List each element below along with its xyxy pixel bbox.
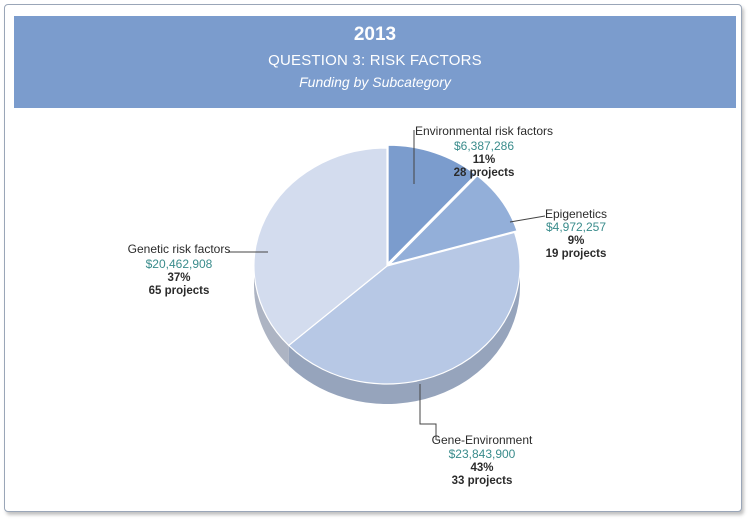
slice-label-name: Environmental risk factors (415, 124, 553, 138)
pie-slice (287, 231, 521, 385)
label-genetic: Genetic risk factors $20,462,908 37% 65 … (128, 242, 231, 297)
chart-header: 2013 QUESTION 3: RISK FACTORS Funding by… (14, 16, 736, 108)
label-epigenetics: Epigenetics $4,972,257 9% 19 projects (545, 207, 607, 260)
pie-side (254, 266, 520, 404)
slice-label-projects: 28 projects (454, 167, 515, 179)
slice-label-percent: 11% (473, 154, 495, 166)
slice-label-name: Gene-Environment (432, 433, 533, 447)
header-subtitle: Funding by Subcategory (299, 74, 451, 90)
slice-label-percent: 43% (470, 462, 493, 474)
slice-label-amount: $20,462,908 (146, 257, 213, 271)
slice-label-name: Epigenetics (545, 207, 607, 221)
slice-label-amount: $23,843,900 (449, 447, 516, 461)
pie-slice (387, 174, 518, 266)
slice-label-amount: $6,387,286 (454, 139, 514, 153)
slice-label-projects: 65 projects (149, 285, 210, 297)
label-gene-environment: Gene-Environment $23,843,900 43% 33 proj… (432, 433, 533, 487)
slice-label-projects: 33 projects (452, 475, 513, 487)
pie-top (253, 144, 521, 385)
leader-line (419, 384, 437, 440)
header-year: 2013 (353, 24, 397, 45)
slice-label-projects: 19 projects (546, 248, 607, 260)
slice-label-name: Genetic risk factors (128, 242, 231, 256)
header-question: QUESTION 3: RISK FACTORS (268, 52, 482, 69)
slice-label-amount: $4,972,257 (546, 220, 606, 234)
leader-lines (228, 130, 546, 440)
pie-slice-side (254, 266, 289, 366)
slice-label-percent: 37% (167, 272, 190, 284)
label-environmental: Environmental risk factors $6,387,286 11… (415, 124, 553, 179)
pie-slice (253, 147, 388, 347)
leader-line (509, 215, 546, 223)
pie-slice (387, 144, 477, 265)
slice-label-percent: 9% (568, 235, 585, 247)
pie-slice-side (288, 266, 520, 404)
